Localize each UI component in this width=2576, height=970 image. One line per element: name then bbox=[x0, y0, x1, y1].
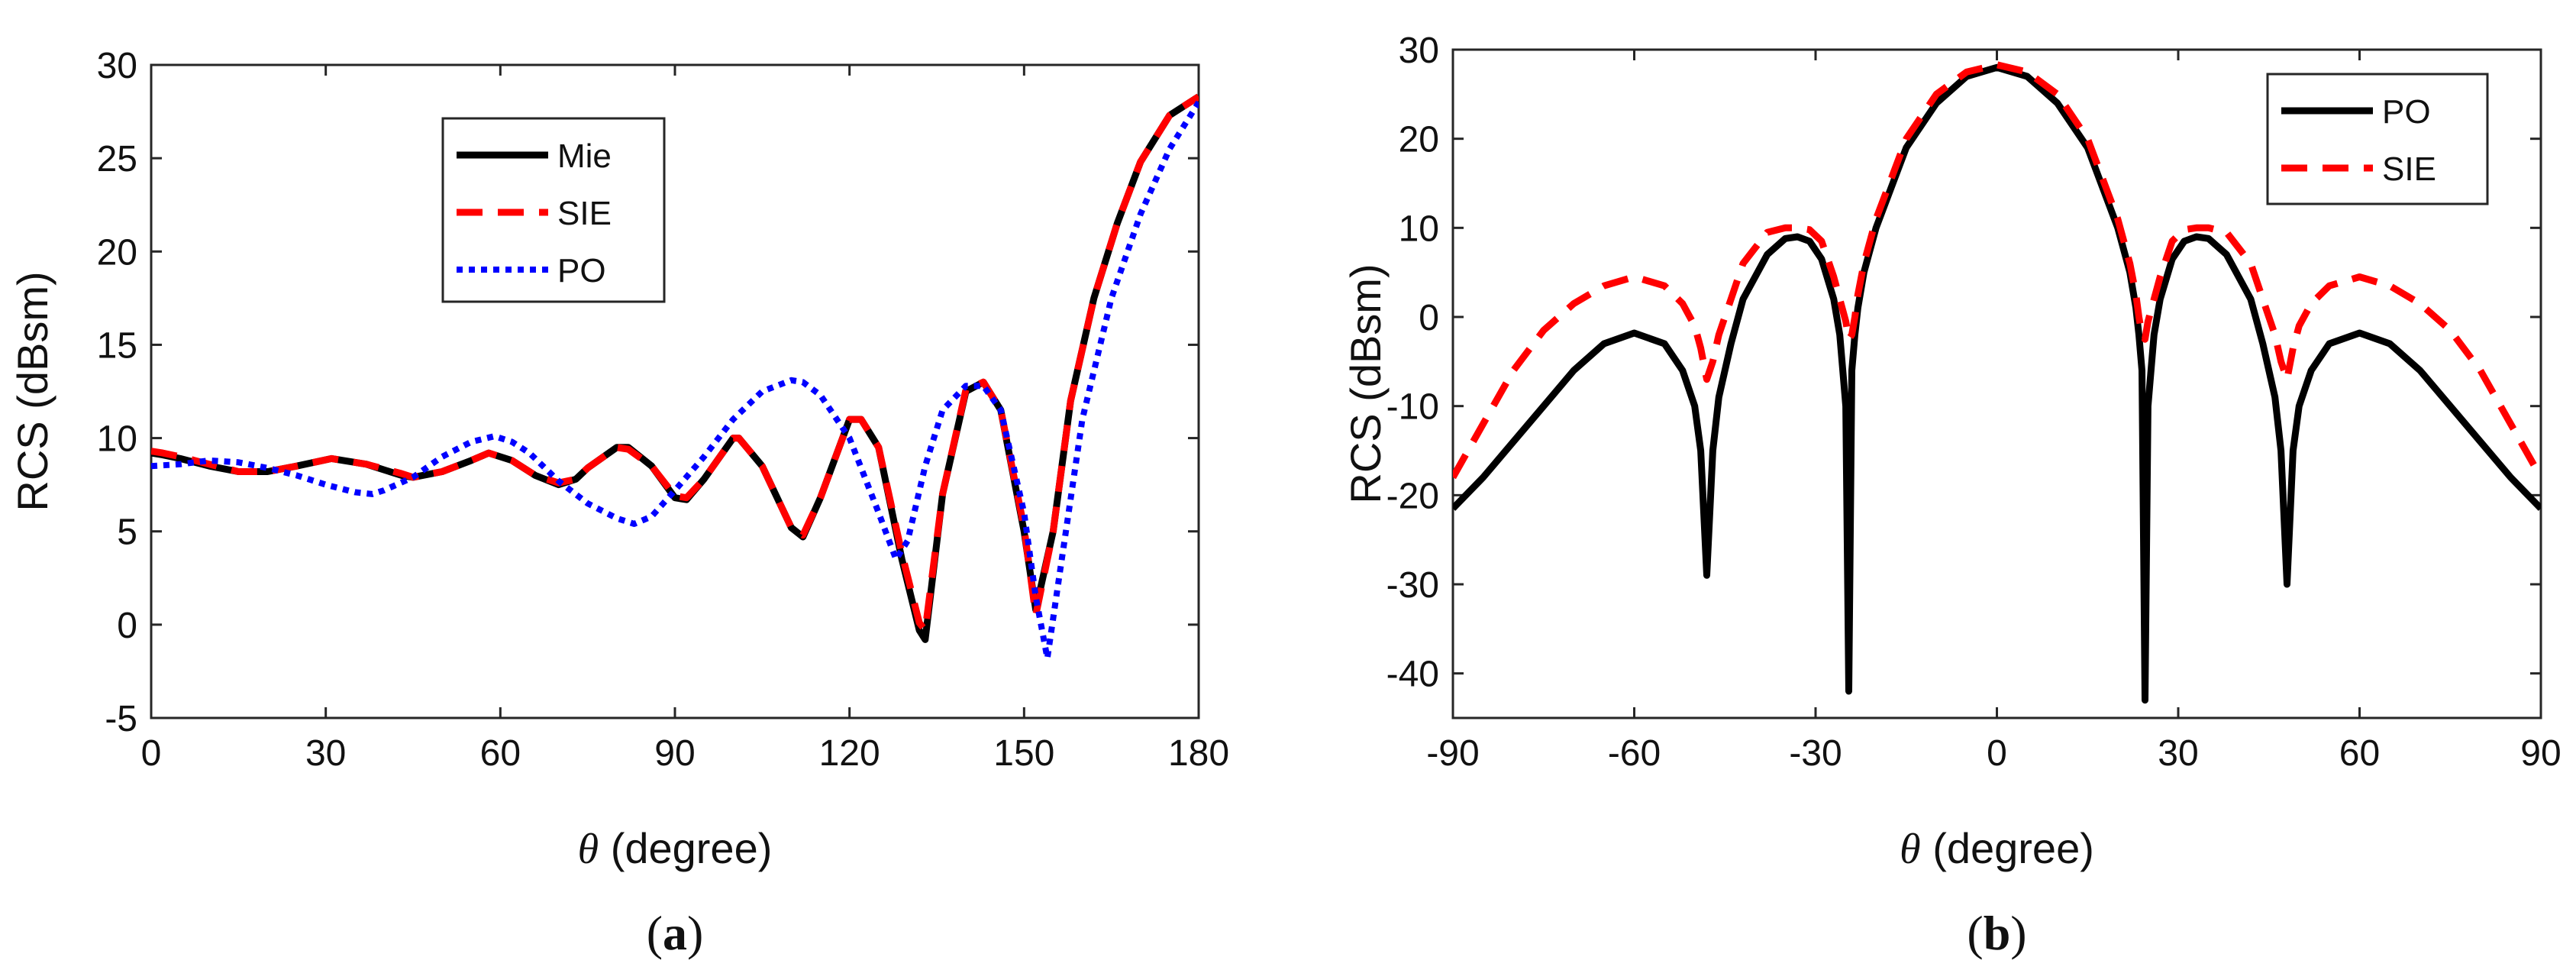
series-line-sie bbox=[1453, 61, 2541, 480]
caption-open: ( bbox=[647, 906, 663, 960]
legend-label-sie: SIE bbox=[2382, 150, 2436, 188]
legend-label-sie: SIE bbox=[557, 195, 612, 232]
x-tick-label: 60 bbox=[2339, 733, 2380, 774]
panel-b: -90 -60 -30 0 30 60 90 -40 -30 -20 -10 0 10 20 30 PO SIE… bbox=[1341, 31, 2561, 960]
plot-area bbox=[1453, 61, 2541, 704]
x-tick-label: 0 bbox=[1987, 733, 2007, 774]
legend-label-mie: Mie bbox=[557, 137, 612, 175]
x-axis-label: θ (degree) bbox=[1900, 824, 2094, 873]
legend-box bbox=[2266, 73, 2489, 205]
theta-symbol: θ bbox=[1900, 826, 1921, 873]
caption-close: ) bbox=[2010, 906, 2026, 960]
y-tick-label: 0 bbox=[117, 606, 137, 646]
x-tick-label: 30 bbox=[305, 733, 346, 774]
y-tick-label: 20 bbox=[1399, 120, 1439, 160]
y-tick-label: 25 bbox=[97, 139, 137, 179]
caption-letter: a bbox=[663, 906, 687, 960]
legend-label-po: PO bbox=[2382, 93, 2431, 131]
x-tick-label: -30 bbox=[1789, 733, 1842, 774]
x-tick-label: -60 bbox=[1608, 733, 1661, 774]
x-axis-label: θ (degree) bbox=[578, 824, 773, 873]
y-axis-label: RCS (dBsm) bbox=[8, 271, 56, 511]
caption-close: ) bbox=[687, 906, 703, 960]
legend: Mie SIE PO bbox=[441, 117, 666, 303]
x-tick-label: 120 bbox=[819, 733, 880, 774]
x-tick-label: 90 bbox=[2520, 733, 2561, 774]
x-tick-label: 60 bbox=[480, 733, 521, 774]
plot-area bbox=[151, 93, 1199, 661]
x-tick-label: -90 bbox=[1426, 733, 1479, 774]
y-tick-label: 20 bbox=[97, 232, 137, 273]
x-tick-label: 90 bbox=[654, 733, 695, 774]
y-tick-label: 10 bbox=[97, 419, 137, 460]
x-tick-label: 30 bbox=[2158, 733, 2198, 774]
x-tick-label: 150 bbox=[993, 733, 1054, 774]
caption-open: ( bbox=[1967, 906, 1983, 960]
y-tick-label: -20 bbox=[1386, 476, 1439, 516]
y-tick-label: -30 bbox=[1386, 565, 1439, 606]
legend-label-po: PO bbox=[557, 252, 606, 289]
x-axis-label-text: (degree) bbox=[599, 824, 772, 872]
panel-caption: (b) bbox=[1967, 906, 2026, 960]
y-tick-label: -40 bbox=[1386, 655, 1439, 695]
y-tick-label: 30 bbox=[97, 46, 137, 86]
panel-a: 0 30 60 90 120 150 180-5051015202530MieSIEPORC… bbox=[8, 46, 1229, 960]
y-tick-label: 10 bbox=[1399, 209, 1439, 249]
x-axis-label-text: (degree) bbox=[1921, 824, 2094, 872]
x-tick-label: 180 bbox=[1168, 733, 1229, 774]
caption-letter: b bbox=[1984, 906, 2011, 960]
y-tick-label: 15 bbox=[97, 325, 137, 366]
x-tick-label: 0 bbox=[141, 733, 162, 774]
y-axis-label: RCS (dBsm) bbox=[1341, 264, 1390, 503]
legend: PO SIE bbox=[2266, 73, 2489, 205]
series-line-po bbox=[151, 100, 1199, 661]
y-tick-label: 30 bbox=[1399, 31, 1439, 71]
y-tick-label: 5 bbox=[117, 512, 137, 553]
y-tick-label: 0 bbox=[1419, 298, 1439, 338]
axes-box bbox=[150, 63, 1200, 719]
theta-symbol: θ bbox=[578, 826, 599, 873]
y-tick-label: -5 bbox=[105, 699, 137, 739]
panel-caption: (a) bbox=[647, 906, 704, 960]
y-tick-label: -10 bbox=[1386, 387, 1439, 428]
